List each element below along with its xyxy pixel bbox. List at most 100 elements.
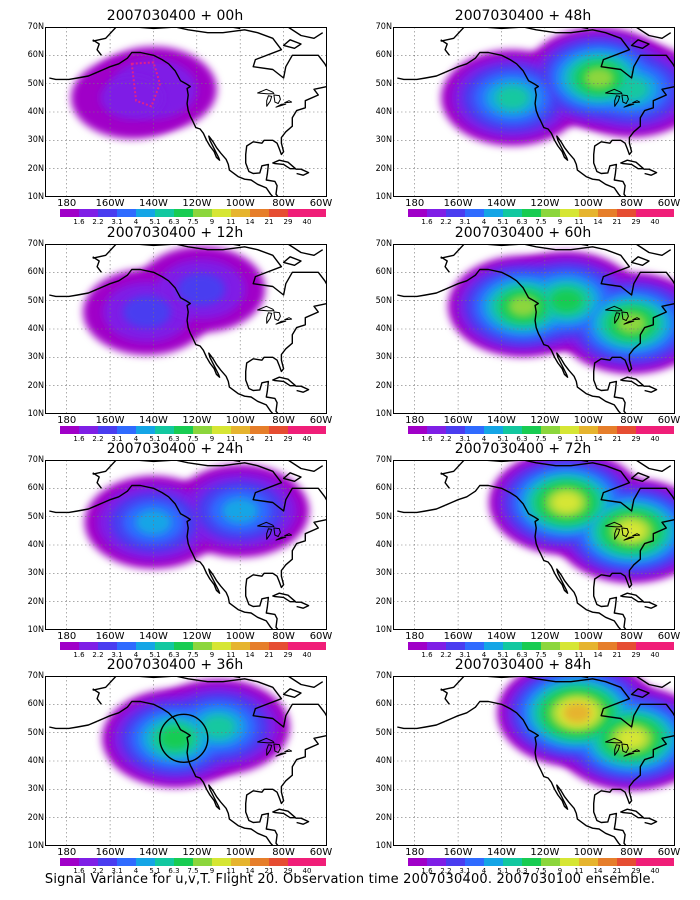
colorbar-level-label: 2.2 bbox=[92, 435, 104, 443]
great-lake-outline bbox=[605, 521, 623, 528]
lat-tick-label: 10N bbox=[375, 192, 392, 202]
colorbar-swatch bbox=[465, 858, 484, 866]
colorbar-swatch bbox=[136, 858, 155, 866]
lat-tick-label: 20N bbox=[27, 596, 44, 607]
signal-contour bbox=[552, 492, 581, 513]
great-lake-outline bbox=[284, 749, 293, 753]
colorbar-swatch bbox=[231, 642, 250, 650]
colorbar-swatch bbox=[484, 209, 503, 217]
lon-tick-label: 160W bbox=[95, 631, 125, 642]
colorbar-swatch bbox=[655, 426, 674, 434]
colorbar-level-label: 5.1 bbox=[149, 651, 161, 659]
coastline bbox=[635, 460, 672, 472]
great-lake-outline bbox=[623, 320, 635, 325]
panel-title: 2007030400 + 24h bbox=[106, 441, 244, 457]
coastline bbox=[49, 71, 98, 81]
great-lake-outline bbox=[621, 743, 629, 753]
coastline bbox=[643, 601, 658, 609]
great-lake-outline bbox=[284, 100, 293, 104]
colorbar-level-label: 9 bbox=[557, 867, 563, 875]
lon-tick-label: 80W bbox=[272, 415, 295, 426]
lat-tick-label: 30N bbox=[375, 352, 392, 363]
coastline bbox=[92, 688, 102, 705]
map-panel: 2007030400 + 24h 70N 60N 50N 40N 30N 20N 10N 180… bbox=[15, 441, 335, 659]
colorbar-swatch bbox=[522, 858, 541, 866]
colorbar-swatch bbox=[60, 426, 79, 434]
colorbar-swatch bbox=[174, 426, 193, 434]
colorbar-level-label: 3.1 bbox=[111, 218, 123, 226]
lon-tick-label: 160W bbox=[95, 847, 125, 858]
lon-tick-label: 160W bbox=[95, 415, 125, 426]
colorbar bbox=[60, 426, 326, 434]
colorbar-level-label: 4 bbox=[133, 867, 139, 875]
colorbar-level-label: 21 bbox=[612, 867, 622, 875]
great-lake-outline bbox=[273, 311, 281, 321]
coastline bbox=[630, 688, 650, 698]
colorbar-swatch bbox=[79, 209, 98, 217]
lat-tick-label: 70N bbox=[375, 239, 392, 249]
great-lake-outline bbox=[273, 94, 281, 104]
colorbar-level-label: 3.1 bbox=[459, 867, 471, 875]
colorbar-swatch bbox=[250, 642, 269, 650]
great-lake-outline bbox=[632, 533, 641, 537]
colorbar-swatch bbox=[522, 209, 541, 217]
colorbar-swatch bbox=[579, 426, 598, 434]
colorbar-labels: 1.6 2.2 3.1 4 5.1 6.3 7.5 9 11 14 21 29 40 bbox=[60, 435, 326, 443]
colorbar-swatch bbox=[212, 426, 231, 434]
colorbar-swatch bbox=[617, 858, 636, 866]
map-svg bbox=[393, 676, 675, 846]
colorbar-level-label: 1.6 bbox=[73, 867, 85, 875]
lat-tick-label: 20N bbox=[375, 163, 392, 174]
map-plot bbox=[45, 676, 327, 846]
coastline bbox=[92, 460, 327, 630]
colorbar-level-label: 14 bbox=[245, 435, 255, 443]
lat-tick-label: 60N bbox=[375, 50, 392, 61]
map-panel: 2007030400 + 60h 70N 60N 50N 40N 30N 20N 10N 180… bbox=[363, 225, 683, 443]
colorbar-level-label: 7.5 bbox=[535, 218, 547, 226]
colorbar-swatch bbox=[307, 642, 326, 650]
great-lake-outline bbox=[632, 100, 641, 104]
colorbar-level-label: 6.3 bbox=[516, 651, 528, 659]
colorbar-swatch bbox=[174, 209, 193, 217]
colorbar-swatch bbox=[408, 209, 427, 217]
colorbar-level-label: 4 bbox=[481, 218, 487, 226]
coastline bbox=[620, 592, 645, 603]
lon-tick-label: 140W bbox=[486, 415, 516, 426]
colorbar-swatch bbox=[408, 858, 427, 866]
lat-tick-label: 60N bbox=[375, 267, 392, 278]
lon-tick-label: 80W bbox=[272, 847, 295, 858]
colorbar-level-label: 29 bbox=[631, 867, 641, 875]
coastline bbox=[295, 601, 310, 609]
colorbar-level-label: 40 bbox=[650, 867, 660, 875]
coastline bbox=[620, 376, 645, 387]
lat-tick-label: 70N bbox=[27, 455, 44, 465]
colorbar-swatch bbox=[446, 209, 465, 217]
colorbar-swatch bbox=[408, 426, 427, 434]
great-lake-outline bbox=[605, 737, 623, 744]
colorbar-level-label: 29 bbox=[283, 218, 293, 226]
coastline bbox=[440, 244, 675, 414]
coastline bbox=[92, 472, 102, 489]
lat-tick-label: 50N bbox=[27, 78, 44, 89]
colorbar bbox=[60, 642, 326, 650]
map-panel: 2007030400 + 12h 70N 60N 50N 40N 30N 20N 10N 180… bbox=[15, 225, 335, 443]
lon-tick-label: 80W bbox=[620, 847, 643, 858]
colorbar-swatch bbox=[155, 858, 174, 866]
coastline bbox=[92, 256, 102, 273]
lat-tick-label: 20N bbox=[27, 380, 44, 391]
lat-tick-label: 70N bbox=[27, 239, 44, 249]
colorbar-swatch bbox=[446, 642, 465, 650]
colorbar-level-label: 4 bbox=[481, 435, 487, 443]
coastline bbox=[287, 244, 324, 256]
colorbar-level-label: 2.2 bbox=[92, 651, 104, 659]
colorbar-level-label: 1.6 bbox=[73, 651, 85, 659]
colorbar-swatch bbox=[427, 209, 446, 217]
coastline bbox=[440, 460, 675, 630]
colorbar-level-label: 29 bbox=[283, 435, 293, 443]
coastline bbox=[287, 460, 324, 472]
colorbar-swatch bbox=[427, 426, 446, 434]
coastline bbox=[440, 27, 675, 197]
map-plot bbox=[45, 460, 327, 630]
colorbar-swatch bbox=[655, 642, 674, 650]
colorbar-level-label: 3.1 bbox=[111, 435, 123, 443]
